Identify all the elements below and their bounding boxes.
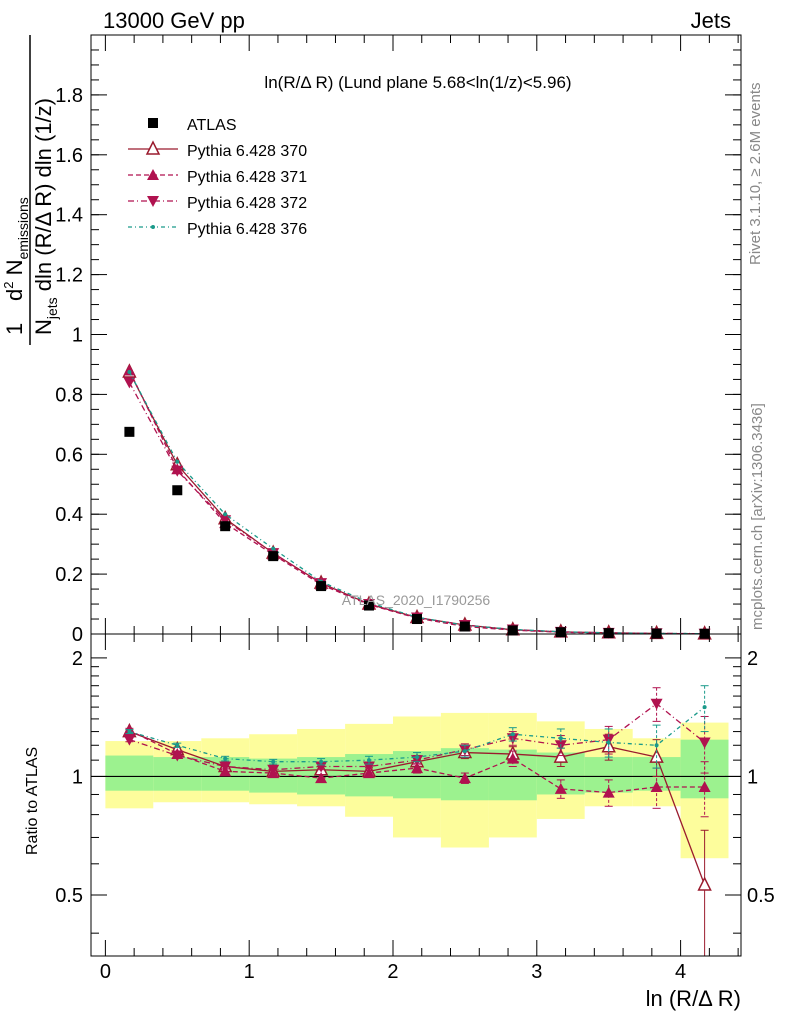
ratio-panel: 0.5 0.5 1 1 2 2 0 1 2 3 4 bbox=[55, 633, 775, 983]
ratio-ytick-label-right: 2 bbox=[747, 648, 758, 670]
ratio-series-point bbox=[315, 772, 328, 784]
ratio-series-point bbox=[698, 781, 711, 793]
ratio-series-point bbox=[650, 781, 663, 793]
ratio-series-point bbox=[602, 786, 615, 798]
main-ytick-label: 0.6 bbox=[55, 444, 83, 466]
mcplots-label: mcplots.cern.ch [arXiv:1306.3436] bbox=[749, 403, 766, 630]
ratio-series-point bbox=[171, 750, 184, 762]
watermark: ATLAS_2020_I1790256 bbox=[342, 592, 491, 608]
legend-label: Pythia 6.428 371 bbox=[187, 169, 307, 186]
main-ytick-label: 1.6 bbox=[55, 145, 83, 167]
ratio-xtick-label: 0 bbox=[100, 961, 111, 983]
ratio-series-point bbox=[175, 743, 180, 748]
svg-text:d2 Nemissions: d2 Nemissions bbox=[1, 197, 31, 301]
legend-label: ATLAS bbox=[187, 117, 237, 134]
rivet-label: Rivet 3.1.10, ≥ 2.6M events bbox=[747, 83, 764, 266]
main-panel: 0 0.2 0.4 0.6 0.8 1 1.2 1.4 1.6 1.8 bbox=[55, 34, 742, 646]
ratio-series-point bbox=[506, 752, 519, 764]
atlas-point bbox=[220, 521, 231, 532]
legend-label: Pythia 6.428 372 bbox=[187, 195, 307, 212]
main-series-point bbox=[127, 369, 132, 374]
ratio-band-inner bbox=[153, 757, 202, 791]
main-series-point bbox=[175, 459, 180, 464]
main-ytick-label: 1.8 bbox=[55, 85, 83, 107]
atlas-point bbox=[316, 581, 327, 592]
svg-text:1: 1 bbox=[2, 323, 27, 335]
atlas-point bbox=[124, 426, 135, 437]
main-ytick-label: 0 bbox=[72, 624, 83, 646]
legend-marker bbox=[147, 169, 159, 180]
atlas-point bbox=[603, 628, 614, 639]
ratio-series-point bbox=[650, 698, 663, 710]
ratio-ytick-label: 0.5 bbox=[55, 885, 83, 907]
ratio-band-inner bbox=[105, 755, 154, 791]
ratio-series-point bbox=[267, 764, 280, 776]
atlas-point bbox=[172, 485, 183, 496]
main-ytick-label: 0.2 bbox=[55, 564, 83, 586]
ratio-series-point bbox=[554, 782, 567, 794]
ratio-series-point bbox=[123, 734, 136, 746]
main-ytick-label: 1 bbox=[72, 325, 83, 347]
ratio-series-point bbox=[697, 876, 712, 891]
ratio-series-point bbox=[362, 767, 375, 779]
legend-marker bbox=[145, 140, 161, 155]
x-axis-label: ln (R/Δ R) bbox=[646, 986, 741, 1011]
ratio-series-point bbox=[219, 761, 232, 773]
atlas-point bbox=[507, 625, 518, 636]
main-title: ln(R/Δ R) (Lund plane 5.68<ln(1/z)<5.96) bbox=[264, 73, 571, 92]
ratio-series-point bbox=[411, 762, 424, 774]
ratio-ytick-label: 2 bbox=[72, 648, 83, 670]
ratio-series-point bbox=[127, 729, 132, 734]
ratio-series-point bbox=[366, 758, 371, 763]
ratio-series-point bbox=[510, 732, 515, 737]
atlas-point bbox=[412, 614, 423, 625]
svg-text:Njets dln (R/Δ R) dln (1/z): Njets dln (R/Δ R) dln (1/z) bbox=[31, 98, 60, 335]
ratio-xtick-label: 3 bbox=[531, 961, 542, 983]
legend-marker bbox=[147, 196, 159, 207]
atlas-point bbox=[363, 600, 374, 611]
legend: ATLAS Pythia 6.428 370 Pythia 6.428 371 Pyt… bbox=[128, 117, 307, 238]
ratio-series-point bbox=[319, 759, 324, 764]
header-right: Jets bbox=[691, 8, 731, 33]
main-ytick-label: 1.2 bbox=[55, 265, 83, 287]
ratio-series-point bbox=[458, 772, 471, 784]
atlas-point bbox=[459, 621, 470, 632]
ratio-series-point bbox=[702, 705, 707, 710]
main-series-point bbox=[123, 377, 136, 389]
main-ytick-label: 0.8 bbox=[55, 384, 83, 406]
ratio-ytick-label-right: 1 bbox=[747, 766, 758, 788]
main-series-point bbox=[271, 546, 276, 551]
ratio-series-point bbox=[606, 740, 611, 745]
ratio-series-point bbox=[271, 759, 276, 764]
header-left: 13000 GeV pp bbox=[103, 8, 245, 33]
main-series-point bbox=[219, 515, 232, 527]
ratio-series-point bbox=[315, 761, 328, 773]
main-ylabel: 1 Njets dln (R/Δ R) dln (1/z) d2 Nemissi… bbox=[1, 35, 60, 345]
main-series-point bbox=[223, 512, 228, 517]
ratio-ytick-label: 1 bbox=[72, 766, 83, 788]
legend-label: Pythia 6.428 376 bbox=[187, 221, 307, 238]
ratio-ytick-label-right: 0.5 bbox=[747, 885, 775, 907]
ratio-series-point bbox=[698, 737, 711, 749]
ratio-series-point bbox=[462, 749, 467, 754]
atlas-point bbox=[268, 551, 279, 562]
ratio-frame bbox=[90, 633, 742, 957]
legend-marker bbox=[151, 225, 155, 229]
ratio-series-point bbox=[553, 748, 569, 763]
ratio-xtick-label: 1 bbox=[244, 961, 255, 983]
ratio-ylabel: Ratio to ATLAS bbox=[24, 747, 41, 855]
main-ytick-label: 0.4 bbox=[55, 504, 83, 526]
ratio-series-point bbox=[223, 756, 228, 761]
ratio-xtick-label: 2 bbox=[387, 961, 398, 983]
main-ytick-label: 1.4 bbox=[55, 205, 83, 227]
ratio-series-point bbox=[654, 743, 659, 748]
atlas-point bbox=[555, 627, 566, 638]
legend-label: Pythia 6.428 370 bbox=[187, 143, 307, 160]
ratio-series-point bbox=[558, 736, 563, 741]
ratio-xtick-label: 4 bbox=[675, 961, 686, 983]
main-series-point bbox=[171, 465, 184, 477]
legend-marker bbox=[148, 118, 158, 128]
ratio-series-point bbox=[415, 755, 420, 760]
